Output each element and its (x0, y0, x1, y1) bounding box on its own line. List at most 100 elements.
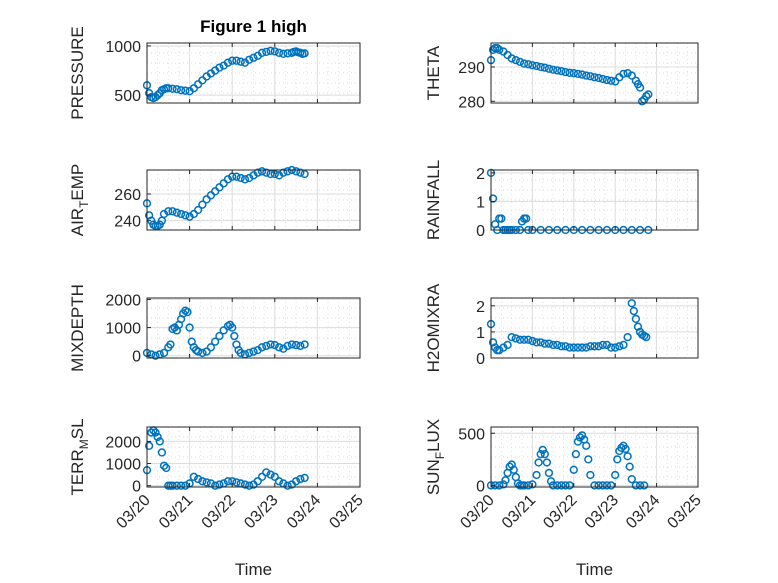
y-axis-label: TERRMSL (68, 418, 91, 495)
data-point (266, 340, 275, 349)
y-tick-label: 500 (458, 426, 485, 443)
data-point (633, 322, 643, 331)
data-point (557, 66, 566, 76)
data-point (189, 472, 199, 481)
data-point (642, 332, 651, 342)
data-point (582, 71, 591, 80)
data-point (561, 481, 570, 490)
data-point (553, 340, 562, 350)
data-point (232, 172, 241, 181)
data-point (534, 458, 543, 467)
data-point (515, 335, 525, 344)
data-point (185, 323, 194, 332)
data-point (245, 55, 254, 64)
data-point (274, 477, 284, 486)
data-point (519, 335, 529, 344)
x-axis-label: Time (235, 560, 272, 579)
data-point (183, 307, 192, 317)
y-axis-label: AIRTEMP (68, 164, 91, 237)
data-point (598, 340, 607, 350)
data-point (575, 433, 585, 442)
y-axis-label: MIXDEPTH (68, 284, 87, 372)
data-point (627, 475, 636, 484)
data-point (296, 341, 305, 351)
data-point (536, 449, 545, 459)
data-point (511, 55, 520, 65)
data-point (519, 481, 529, 490)
data-point (528, 480, 537, 489)
data-point (532, 338, 541, 347)
data-point (236, 348, 245, 358)
y-axis-label: SUNFLUX (424, 419, 447, 495)
data-point (164, 84, 173, 93)
data-point (151, 428, 160, 437)
data-point (153, 90, 162, 100)
data-point (557, 481, 566, 490)
y-axis-label: RAINFALL (424, 160, 443, 240)
data-point (546, 477, 556, 486)
data-point (153, 432, 162, 442)
data-point (573, 69, 583, 79)
data-point (515, 57, 525, 67)
y-tick-label: 1 (476, 194, 485, 211)
data-point (155, 437, 164, 446)
data-point (202, 347, 211, 356)
axes-box (490, 42, 699, 104)
axes-box (146, 426, 361, 488)
data-point (495, 481, 504, 490)
data-point (159, 348, 169, 358)
data-point (627, 71, 636, 80)
y-axis-label: PRESSURE (68, 26, 87, 120)
data-point (561, 67, 570, 77)
data-point (488, 194, 498, 203)
data-point (553, 481, 562, 490)
data-point (274, 48, 284, 57)
data-point (223, 58, 233, 67)
data-point (300, 473, 309, 483)
data-point (598, 74, 607, 84)
data-point (176, 209, 186, 219)
data-point (631, 314, 641, 324)
data-point (236, 173, 245, 183)
data-point (223, 477, 233, 486)
data-point (240, 175, 250, 184)
data-point (206, 343, 216, 352)
data-point (623, 69, 632, 78)
data-point (598, 481, 607, 490)
axes-box (490, 169, 699, 231)
data-point (561, 342, 570, 351)
y-axis-label: THETA (424, 45, 443, 100)
data-point (569, 343, 578, 352)
data-point (262, 468, 271, 477)
data-point (274, 343, 284, 352)
data-point (532, 61, 541, 71)
data-point (147, 428, 156, 437)
data-point (144, 441, 154, 450)
data-point (503, 340, 512, 350)
y-tick-label: 2000 (105, 434, 141, 451)
data-point (617, 443, 626, 453)
data-point (611, 470, 620, 480)
data-point (279, 168, 288, 177)
data-point (586, 342, 595, 351)
data-point (232, 56, 241, 65)
data-point (266, 46, 275, 56)
data-point (228, 323, 237, 332)
data-point (172, 85, 181, 94)
data-point (211, 337, 220, 346)
data-point (493, 43, 502, 53)
data-point (602, 75, 612, 85)
subplot-theta: 280 290 THETA (424, 42, 699, 111)
y-tick-label: 2 (476, 299, 485, 316)
data-point (524, 335, 533, 344)
data-point (168, 481, 177, 490)
data-point (642, 91, 651, 101)
data-point (296, 168, 305, 177)
y-tick-label: 280 (458, 94, 485, 111)
data-point (611, 77, 620, 86)
data-point (631, 481, 641, 490)
data-point (582, 343, 591, 352)
data-point (623, 332, 632, 342)
data-point (257, 343, 267, 352)
